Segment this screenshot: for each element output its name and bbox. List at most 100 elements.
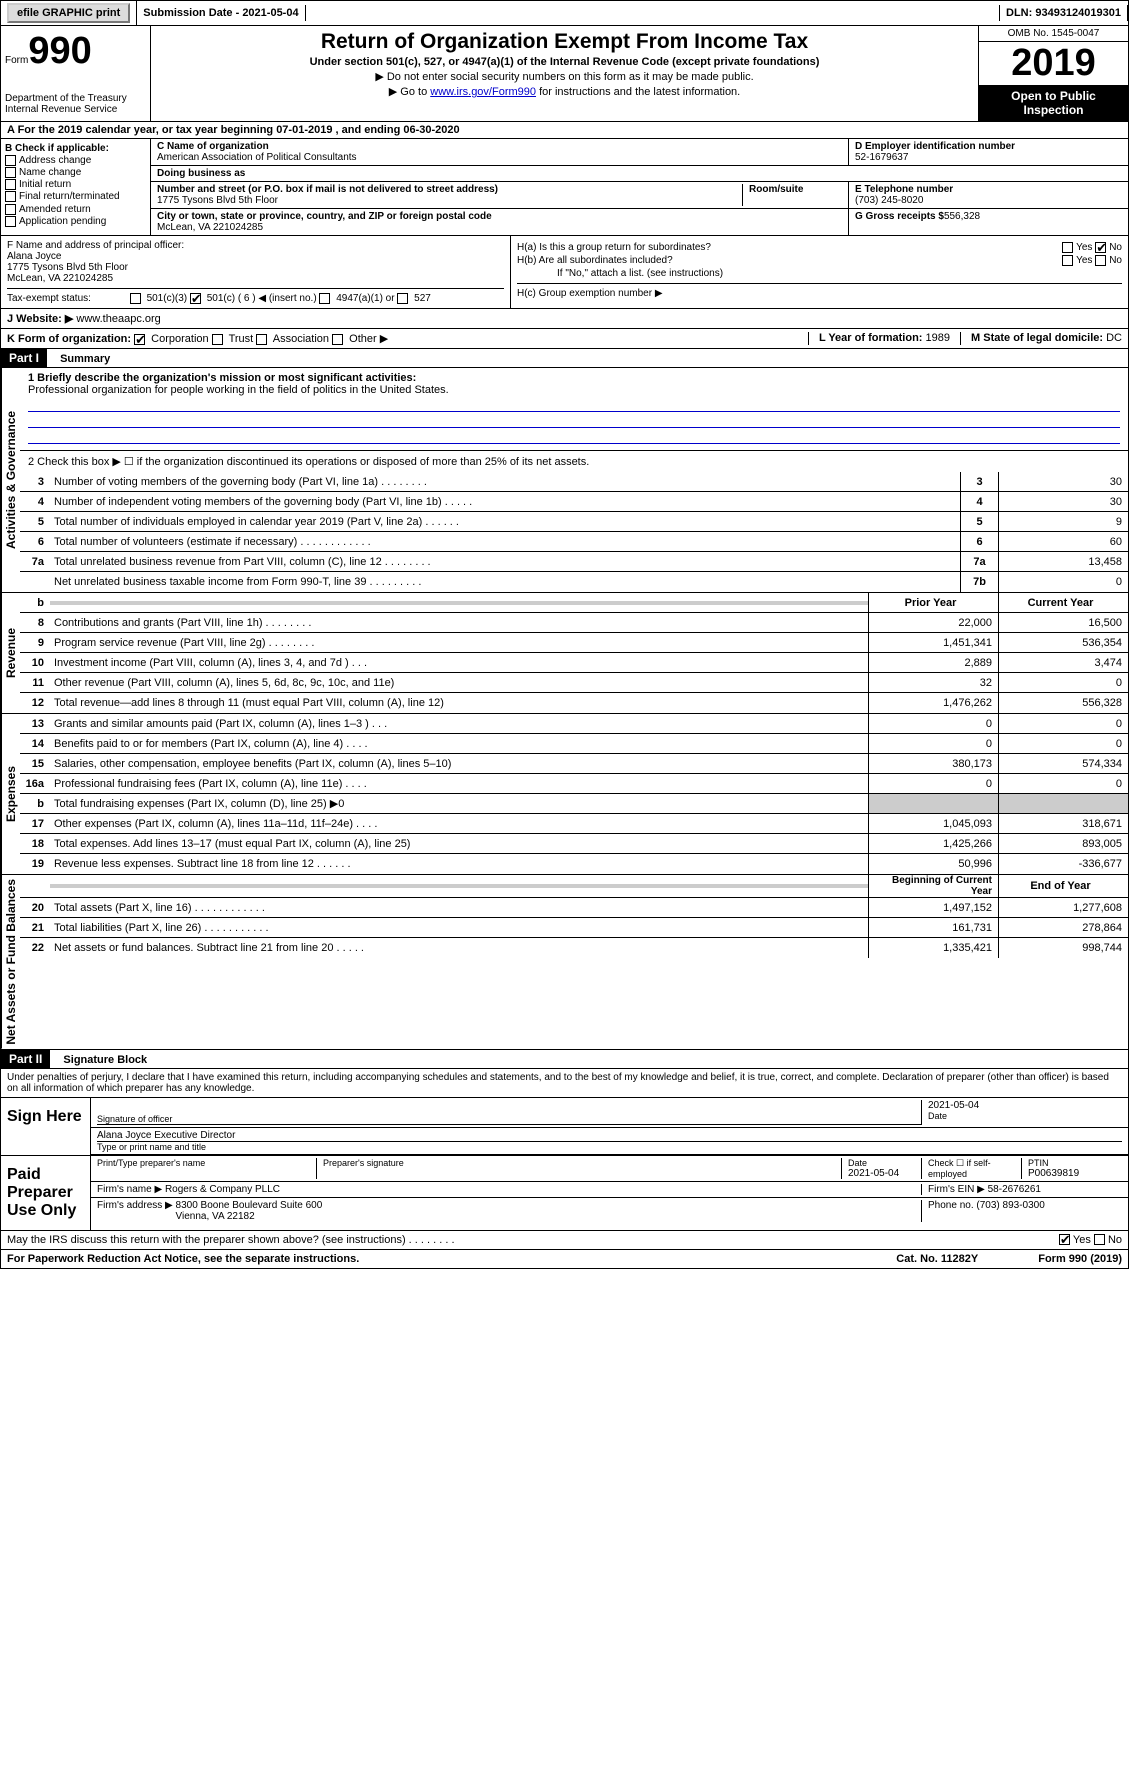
ha-no[interactable] xyxy=(1095,242,1106,253)
efile-print-button[interactable]: efile GRAPHIC print xyxy=(7,3,130,23)
cb-501c3[interactable] xyxy=(130,293,141,304)
rev-header-b: b xyxy=(20,597,50,609)
label-revenue: Revenue xyxy=(1,593,20,713)
cb-address-change[interactable]: Address change xyxy=(5,155,146,166)
form-header: Form 990 Department of the Treasury Inte… xyxy=(0,26,1129,122)
header-right: OMB No. 1545-0047 2019 Open to Public In… xyxy=(978,26,1128,121)
discuss-yes[interactable] xyxy=(1059,1234,1070,1245)
line-15: 15 Salaries, other compensation, employe… xyxy=(20,754,1128,774)
org-name-cell: C Name of organization American Associat… xyxy=(151,139,848,165)
top-bar: efile GRAPHIC print Submission Date - 20… xyxy=(0,0,1129,26)
firm-ein: 58-2676261 xyxy=(988,1184,1041,1195)
cb-association[interactable] xyxy=(256,334,267,345)
sign-here-label: Sign Here xyxy=(1,1098,91,1155)
summary-governance: Activities & Governance 1 Briefly descri… xyxy=(0,368,1129,593)
cb-527[interactable] xyxy=(397,293,408,304)
label-netassets: Net Assets or Fund Balances xyxy=(1,875,20,1049)
cb-name-change[interactable]: Name change xyxy=(5,167,146,178)
hb-note: If "No," attach a list. (see instruction… xyxy=(517,268,1122,279)
irs-link[interactable]: www.irs.gov/Form990 xyxy=(430,86,536,98)
part1-header: Part I xyxy=(1,349,47,367)
form-number: 990 xyxy=(28,30,91,73)
col-h: H(a) Is this a group return for subordin… xyxy=(511,236,1128,308)
prior-year-label: Prior Year xyxy=(868,593,998,612)
ha-label: H(a) Is this a group return for subordin… xyxy=(517,242,711,253)
gross-receipts: 556,328 xyxy=(944,211,980,222)
cb-initial-return[interactable]: Initial return xyxy=(5,179,146,190)
cb-amended[interactable]: Amended return xyxy=(5,204,146,215)
part2-header-row: Part II Signature Block xyxy=(0,1050,1129,1069)
year-formation: 1989 xyxy=(926,332,950,344)
cb-4947[interactable] xyxy=(319,293,330,304)
row-k: K Form of organization: Corporation Trus… xyxy=(0,329,1129,349)
addr-cell: Number and street (or P.O. box if mail i… xyxy=(151,182,848,208)
gov-line-5: 5 Total number of individuals employed i… xyxy=(20,512,1128,532)
header-left: Form 990 Department of the Treasury Inte… xyxy=(1,26,151,121)
ha-yes[interactable] xyxy=(1062,242,1073,253)
section-bc: B Check if applicable: Address change Na… xyxy=(0,139,1129,236)
end-year-label: End of Year xyxy=(998,875,1128,897)
ptin-value: P00639819 xyxy=(1028,1168,1122,1179)
line-b: b Total fundraising expenses (Part IX, c… xyxy=(20,794,1128,814)
cb-501c[interactable] xyxy=(190,293,201,304)
firm-phone: (703) 893-0300 xyxy=(976,1200,1044,1211)
line-13: 13 Grants and similar amounts paid (Part… xyxy=(20,714,1128,734)
gov-line-4: 4 Number of independent voting members o… xyxy=(20,492,1128,512)
col-f: F Name and address of principal officer:… xyxy=(1,236,511,308)
net-header: Beginning of Current Year End of Year xyxy=(20,875,1128,898)
department: Department of the Treasury Internal Reve… xyxy=(5,93,146,115)
form-title: Return of Organization Exempt From Incom… xyxy=(155,30,974,54)
form-label: Form xyxy=(5,55,28,66)
website-value: www.theaapc.org xyxy=(76,313,160,325)
part1-title: Summary xyxy=(60,353,110,365)
mission-text: Professional organization for people wor… xyxy=(28,384,1120,396)
cb-final-return[interactable]: Final return/terminated xyxy=(5,191,146,202)
gov-line-3: 3 Number of voting members of the govern… xyxy=(20,472,1128,492)
public-inspection: Open to Public Inspection xyxy=(979,85,1128,121)
gov-line-7b: Net unrelated business taxable income fr… xyxy=(20,572,1128,592)
discuss-no[interactable] xyxy=(1094,1234,1105,1245)
officer-addr2: McLean, VA 221024285 xyxy=(7,273,504,284)
label-governance: Activities & Governance xyxy=(1,368,20,592)
firm-address: 8300 Boone Boulevard Suite 600 Vienna, V… xyxy=(176,1200,323,1222)
cb-corporation[interactable] xyxy=(134,334,145,345)
hb-label: H(b) Are all subordinates included? xyxy=(517,255,673,266)
ein-value: 52-1679637 xyxy=(855,152,1122,163)
col-b-label: B Check if applicable: xyxy=(5,143,146,154)
cb-trust[interactable] xyxy=(212,334,223,345)
discuss-row: May the IRS discuss this return with the… xyxy=(0,1231,1129,1250)
hb-yes[interactable] xyxy=(1062,255,1073,266)
begin-year-label: Beginning of Current Year xyxy=(868,875,998,897)
line-12: 12 Total revenue—add lines 8 through 11 … xyxy=(20,693,1128,713)
summary-netassets: Net Assets or Fund Balances Beginning of… xyxy=(0,875,1129,1050)
street-address: 1775 Tysons Blvd 5th Floor xyxy=(157,195,742,206)
form-subtitle: Under section 501(c), 527, or 4947(a)(1)… xyxy=(155,56,974,68)
discuss-text: May the IRS discuss this return with the… xyxy=(7,1234,1059,1246)
cat-no: Cat. No. 11282Y xyxy=(896,1253,978,1265)
line-11: 11 Other revenue (Part VIII, column (A),… xyxy=(20,673,1128,693)
line-14: 14 Benefits paid to or for members (Part… xyxy=(20,734,1128,754)
summary-expenses: Expenses 13 Grants and similar amounts p… xyxy=(0,714,1129,875)
footer: For Paperwork Reduction Act Notice, see … xyxy=(0,1250,1129,1269)
sig-date: 2021-05-04 xyxy=(928,1100,1122,1111)
cb-other[interactable] xyxy=(332,334,343,345)
section-fh: F Name and address of principal officer:… xyxy=(0,236,1129,309)
sign-here-section: Sign Here Signature of officer 2021-05-0… xyxy=(0,1098,1129,1156)
line-8: 8 Contributions and grants (Part VIII, l… xyxy=(20,613,1128,633)
line-19: 19 Revenue less expenses. Subtract line … xyxy=(20,854,1128,874)
line2: 2 Check this box ▶ ☐ if the organization… xyxy=(20,450,1128,472)
firm-name: Rogers & Company PLLC xyxy=(165,1184,280,1195)
form-ref: Form 990 (2019) xyxy=(1038,1253,1122,1265)
type-name-label: Type or print name and title xyxy=(97,1142,1122,1152)
city-cell: City or town, state or province, country… xyxy=(151,209,848,235)
instr-goto: ▶ Go to www.irs.gov/Form990 for instruct… xyxy=(155,85,974,98)
org-name: American Association of Political Consul… xyxy=(157,152,842,163)
hb-no[interactable] xyxy=(1095,255,1106,266)
row-j-website: J Website: ▶ www.theaapc.org xyxy=(0,309,1129,329)
line-16a: 16a Professional fundraising fees (Part … xyxy=(20,774,1128,794)
line-17: 17 Other expenses (Part IX, column (A), … xyxy=(20,814,1128,834)
cb-application-pending[interactable]: Application pending xyxy=(5,216,146,227)
header-mid: Return of Organization Exempt From Incom… xyxy=(151,26,978,121)
tax-exempt-label: Tax-exempt status: xyxy=(7,293,127,304)
empty-d1 xyxy=(848,166,1128,181)
